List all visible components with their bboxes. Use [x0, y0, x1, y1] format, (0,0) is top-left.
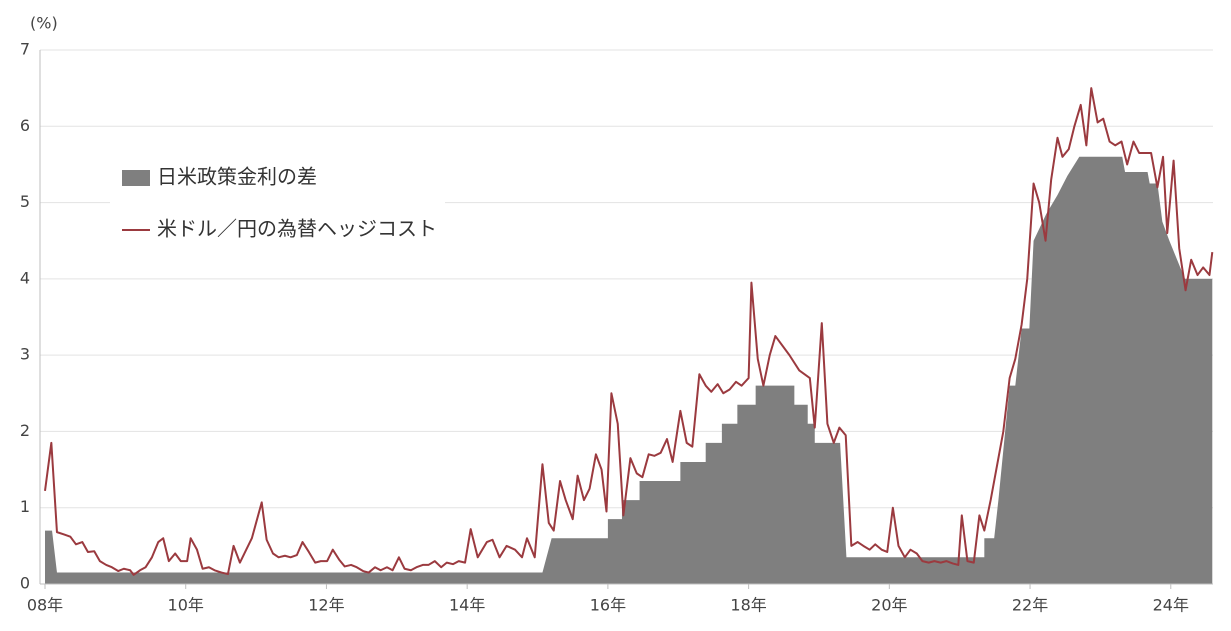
x-tick-label: 12年: [308, 596, 344, 615]
x-tick-label: 14年: [449, 596, 485, 615]
plot-area: [44, 87, 1214, 585]
y-tick-label: 6: [20, 116, 30, 135]
axes: 0 1 2 3 4 5 6 7 08年 10年 12年 14年 16年 18年 20年 22年 24年: [20, 40, 1213, 615]
legend-label: 米ドル／円の為替ヘッジコスト: [157, 217, 437, 241]
x-tick-label: 18年: [730, 596, 766, 615]
legend-box: [110, 155, 445, 252]
x-tick-label: 16年: [590, 596, 626, 615]
area: [45, 156, 1213, 585]
legend-swatch: [122, 170, 150, 186]
y-tick-label: 3: [20, 345, 30, 364]
y-tick-label: 7: [20, 40, 30, 59]
line: [44, 87, 1214, 576]
y-unit-label: (%): [30, 14, 58, 33]
y-tick-label: 2: [20, 421, 30, 440]
x-tick-label: 08年: [27, 596, 63, 615]
x-tick-label: 10年: [168, 596, 204, 615]
y-tick-label: 4: [20, 268, 30, 287]
y-tick-label: 0: [20, 574, 30, 593]
legend-label: 日米政策金利の差: [157, 165, 317, 189]
x-tick-label: 22年: [1012, 596, 1048, 615]
y-tick-label: 1: [20, 497, 30, 516]
x-tick-label: 24年: [1153, 596, 1189, 615]
y-tick-label: 5: [20, 192, 30, 211]
x-tick-label: 20年: [871, 596, 907, 615]
